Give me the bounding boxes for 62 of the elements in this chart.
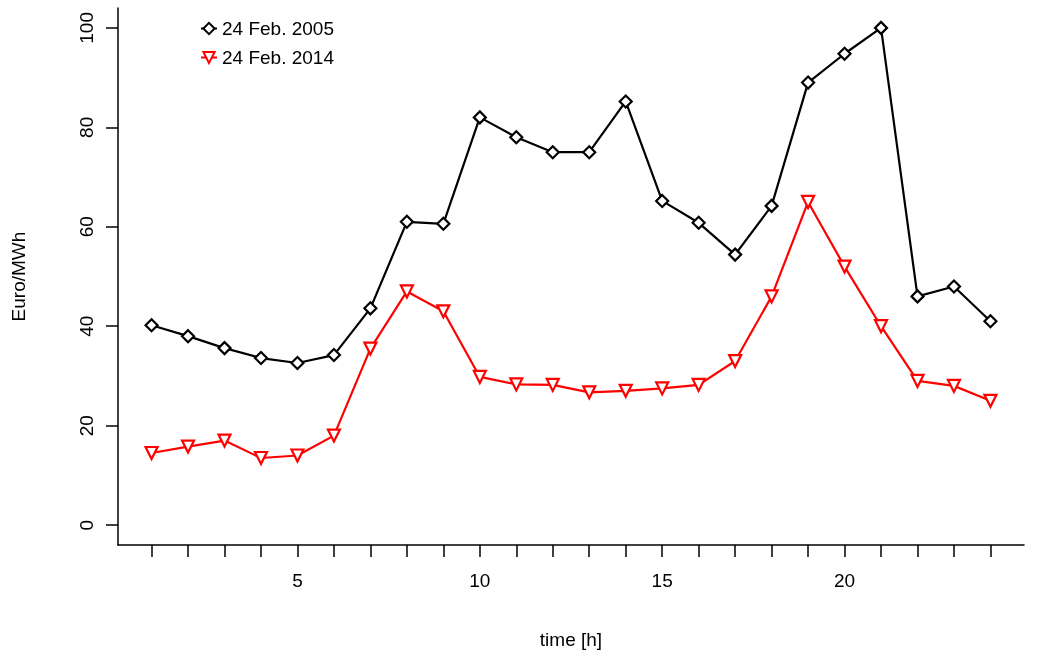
point — [509, 377, 524, 392]
point — [472, 110, 487, 125]
y-tick-label: 0 — [76, 519, 97, 531]
y-tick-label: 20 — [76, 415, 97, 437]
legend-label: 24 Feb. 2005 — [222, 18, 334, 39]
x-tick-label: 5 — [292, 570, 303, 591]
point — [873, 20, 889, 35]
point — [983, 393, 998, 408]
point — [144, 318, 159, 333]
point — [983, 314, 998, 329]
point — [800, 75, 816, 90]
point — [326, 428, 342, 443]
point — [326, 347, 342, 363]
point — [253, 350, 269, 366]
point — [545, 145, 560, 160]
point — [180, 439, 196, 454]
point — [618, 383, 633, 398]
point — [180, 329, 196, 344]
point — [582, 385, 597, 400]
point — [472, 369, 487, 385]
point — [800, 194, 816, 210]
point — [217, 433, 232, 448]
point — [837, 46, 852, 61]
x-axis-title: time [h] — [539, 629, 603, 650]
point — [436, 216, 451, 231]
point — [290, 355, 305, 371]
y-tick-label: 40 — [76, 315, 97, 337]
point — [655, 193, 670, 209]
point — [582, 145, 597, 160]
point — [910, 373, 925, 389]
point — [728, 247, 743, 262]
point — [363, 341, 378, 356]
point — [144, 445, 159, 461]
point — [290, 448, 305, 463]
point — [728, 353, 743, 369]
y-tick-label: 100 — [76, 12, 97, 44]
point — [545, 377, 560, 392]
point — [764, 198, 779, 213]
point — [691, 215, 706, 230]
y-tick-label: 60 — [76, 216, 97, 238]
point — [363, 301, 378, 316]
point — [946, 279, 962, 294]
point — [618, 94, 633, 109]
x-tick-label: 15 — [651, 570, 673, 591]
legend-label: 24 Feb. 2014 — [222, 47, 335, 68]
point — [217, 341, 232, 356]
point — [873, 319, 889, 334]
point — [509, 130, 524, 145]
point — [946, 378, 962, 393]
point — [253, 450, 269, 466]
point — [436, 304, 451, 319]
point — [399, 284, 414, 299]
point — [837, 259, 852, 274]
y-tick-label: 80 — [76, 116, 97, 138]
x-tick-label: 20 — [833, 570, 856, 591]
point — [691, 377, 706, 392]
y-axis-title: Euro/MWh — [8, 231, 29, 322]
point — [399, 214, 414, 229]
point — [655, 381, 670, 396]
x-tick-label: 10 — [469, 570, 491, 591]
point — [764, 289, 779, 304]
point — [910, 289, 925, 304]
